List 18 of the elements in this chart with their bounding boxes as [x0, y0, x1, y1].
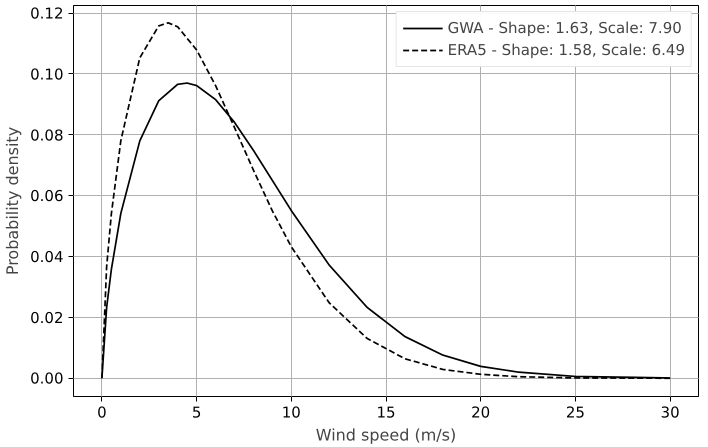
x-tick-label: 10 [282, 404, 301, 422]
y-tick-label: 0.02 [30, 308, 64, 327]
y-tick-label: 0.10 [30, 65, 64, 84]
y-tick-label: 0.08 [30, 126, 64, 144]
x-axis-title: Wind speed (m/s) [316, 426, 456, 444]
x-tick-label: 0 [97, 404, 107, 422]
legend-label: GWA - Shape: 1.63, Scale: 7.90 [448, 19, 682, 37]
legend-label: ERA5 - Shape: 1.58, Scale: 6.49 [448, 41, 685, 59]
y-tick-label: 0.00 [30, 370, 64, 388]
y-tick-label: 0.06 [30, 187, 64, 206]
x-tick-label: 15 [376, 404, 396, 422]
x-tick-label: 5 [192, 404, 202, 422]
y-axis-title: Probability density [3, 126, 22, 276]
y-tick-label: 0.12 [30, 4, 64, 23]
x-tick-label: 20 [471, 404, 490, 422]
x-tick-label: 30 [660, 404, 680, 422]
y-tick-label: 0.04 [30, 248, 64, 266]
x-tick-label: 25 [566, 404, 585, 422]
